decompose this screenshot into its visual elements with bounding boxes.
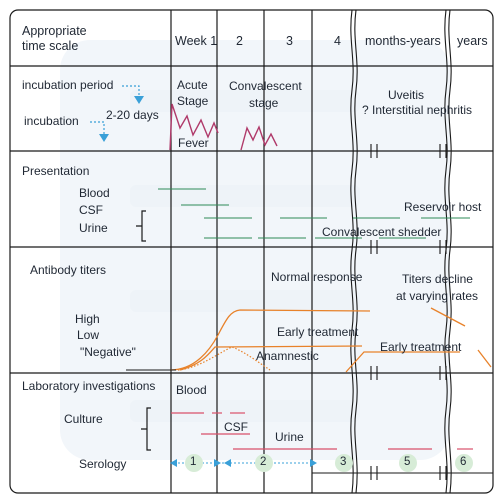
- early-treatment-label-2: Early treatment: [380, 340, 462, 354]
- lab-result-lines: [171, 412, 473, 450]
- serology-marker-5-label: 5: [404, 456, 411, 468]
- antibody-titers-title: Antibody titers: [30, 263, 107, 277]
- incubation-arrowheads: [99, 96, 144, 142]
- anamnestic-curve: [177, 346, 271, 371]
- lab-blood-label: Blood: [176, 383, 207, 397]
- time-scale-label-line1: Appropriate: [22, 24, 87, 38]
- fever-curve-convalescent: [240, 125, 278, 151]
- column-week-3: 3: [286, 34, 293, 48]
- column-years: years: [457, 34, 488, 48]
- presentation-csf-label: CSF: [79, 203, 103, 217]
- decline-line-1: [430, 307, 466, 327]
- reservoir-host-label: Reservoir host: [404, 200, 482, 214]
- serology-marker-5: [399, 454, 417, 472]
- presentation-bracket: [136, 210, 146, 242]
- presentation-title: Presentation: [22, 164, 90, 178]
- decline-line-2: [477, 349, 492, 368]
- serology-markers: [185, 454, 473, 472]
- row-end-breaks: [312, 144, 493, 480]
- normal-response-curve: [169, 309, 371, 371]
- row-separators: [10, 65, 493, 374]
- serology-marker-1: [185, 454, 203, 472]
- column-week-1: Week 1: [175, 34, 218, 48]
- serology-marker-6: [455, 454, 473, 472]
- titer-high-label: High: [75, 312, 100, 326]
- normal-response-label: Normal response: [271, 270, 363, 284]
- early-treatment-label-1: Early treatment: [277, 325, 359, 339]
- culture-bracket: [141, 407, 151, 451]
- column-months-years: months-years: [365, 34, 441, 48]
- acute-stage-label-line1: Acute: [177, 78, 208, 92]
- presentation-urine-label: Urine: [79, 221, 108, 235]
- uveitis-label: Uveitis: [388, 88, 425, 102]
- lab-csf-label: CSF: [224, 420, 248, 434]
- fever-curve-acute: [169, 103, 219, 151]
- incubation-period-label: incubation period: [22, 78, 114, 92]
- convalescent-stage-label-line2: stage: [249, 96, 279, 110]
- serology-arrowheads: [170, 459, 317, 467]
- serology-marker-6-label: 6: [460, 456, 467, 468]
- lab-urine-label: Urine: [275, 430, 304, 444]
- fever-label: Fever: [178, 136, 209, 150]
- incubation-arrows: [90, 85, 140, 134]
- column-week-4: 4: [334, 34, 341, 48]
- serology-marker-1-label: 1: [190, 456, 197, 468]
- titers-decline-label-line1: Titers decline: [402, 272, 473, 286]
- convalescent-stage-label-line1: Convalescent: [229, 79, 302, 93]
- time-scale-label-line2: time scale: [22, 39, 79, 53]
- titer-negative-label: "Negative": [80, 345, 136, 359]
- titers-decline-label-line2: at varying rates: [396, 289, 479, 303]
- lab-investigations-title: Laboratory investigations: [22, 379, 156, 393]
- incubation-label: incubation: [24, 114, 79, 128]
- convalescent-shedder-label: Convalescent shedder: [322, 225, 442, 239]
- serology-label: Serology: [79, 457, 127, 471]
- serology-marker-2: [255, 454, 273, 472]
- presentation-lines: [158, 188, 470, 239]
- titer-low-label: Low: [77, 328, 100, 342]
- column-week-2: 2: [236, 34, 243, 48]
- acute-stage-label-line2: Stage: [177, 94, 209, 108]
- lab-culture-label: Culture: [64, 412, 103, 426]
- antibody-curves: [169, 307, 492, 373]
- incubation-days-label: 2-20 days: [106, 108, 159, 122]
- outer-frame: [9, 9, 494, 494]
- serology-marker-3: [335, 454, 353, 472]
- interstitial-nephritis-label: ? Interstitial nephritis: [362, 103, 473, 117]
- anamnestic-label: Anamnestic: [256, 349, 319, 363]
- serology-marker-2-label: 2: [260, 456, 267, 468]
- presentation-blood-label: Blood: [79, 186, 110, 200]
- serology-marker-3-label: 3: [340, 456, 347, 468]
- early-treatment-2-curve: [345, 351, 460, 373]
